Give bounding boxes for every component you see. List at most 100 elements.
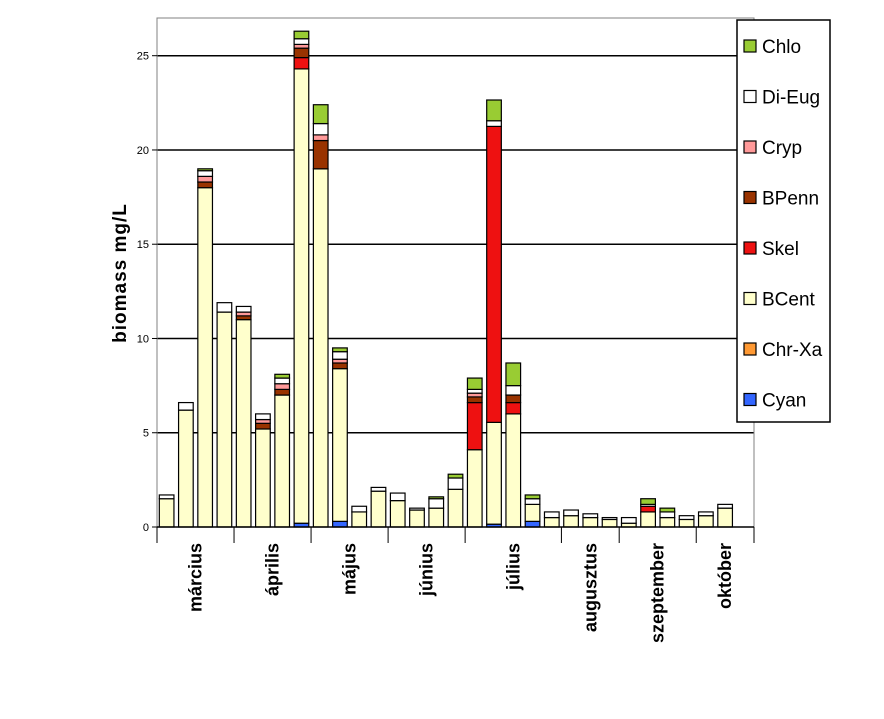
bar-segment-bpenn xyxy=(312,139,329,170)
x-month-label: május xyxy=(340,543,360,595)
bar-segment-bpenn xyxy=(505,394,522,404)
bar-segment-cyan xyxy=(524,520,541,528)
bar-segment-di-eug xyxy=(255,413,271,421)
bar-segment-di-eug xyxy=(678,515,695,521)
y-tick-label: 0 xyxy=(143,522,149,534)
bar-segment-bcent xyxy=(216,311,233,528)
legend-swatch-cryp xyxy=(743,140,757,154)
bar-segment-bcent xyxy=(197,187,214,528)
bar-segment-cyan xyxy=(332,520,348,528)
bar-segment-di-eug xyxy=(601,516,618,521)
bar-segment-di-eug xyxy=(582,513,599,519)
bar-segment-bcent xyxy=(563,515,579,528)
bar-segment-di-eug xyxy=(659,511,676,519)
bar-segment-cryp xyxy=(274,383,291,390)
bar-segment-bcent xyxy=(158,498,175,528)
y-tick-label: 25 xyxy=(137,51,149,63)
bar-segment-di-eug xyxy=(235,305,252,313)
legend-label-cryp: Cryp xyxy=(762,138,802,159)
bar-segment-bcent xyxy=(697,515,714,528)
legend-box xyxy=(736,19,831,423)
bar-segment-bpenn xyxy=(332,362,348,370)
bar-segment-di-eug xyxy=(158,494,175,500)
bar-segment-bcent xyxy=(255,428,271,528)
bar-segment-di-eug xyxy=(428,498,445,509)
legend-label-bcent: BCent xyxy=(762,290,816,311)
bar-segment-di-eug xyxy=(274,377,291,385)
bar-segment-bcent xyxy=(505,413,522,528)
bar-segment-cryp xyxy=(312,134,329,142)
x-month-label: szeptember xyxy=(648,543,668,643)
bar-segment-chlo xyxy=(312,104,329,125)
bar-segment-di-eug xyxy=(505,385,522,396)
bar-segment-di-eug xyxy=(563,509,579,517)
legend-label-chlo: Chlo xyxy=(762,37,801,58)
bar-segment-di-eug xyxy=(486,120,502,127)
bar-segment-di-eug xyxy=(717,503,734,509)
bar-segment-di-eug xyxy=(332,351,348,360)
bar-segment-bcent xyxy=(717,507,734,528)
legend-label-di-eug: Di-Eug xyxy=(762,88,820,109)
bar-segment-bcent xyxy=(293,68,310,524)
bar-segment-skel xyxy=(293,56,310,70)
bar-segment-cryp xyxy=(197,175,214,183)
bar-segment-bcent xyxy=(678,518,695,528)
bar-segment-bcent xyxy=(428,507,445,528)
bar-segment-bpenn xyxy=(255,422,271,430)
bar-segment-di-eug xyxy=(697,511,714,517)
bars xyxy=(158,30,734,528)
bar-segment-bcent xyxy=(274,394,291,528)
bar-segment-bcent xyxy=(640,511,656,528)
bar-segment-di-eug xyxy=(543,511,560,519)
bar-segment-di-eug xyxy=(389,492,406,502)
bar-segment-chlo xyxy=(524,494,541,500)
legend-swatch-bcent xyxy=(743,291,757,306)
bar-segment-chlo xyxy=(640,498,656,505)
legend-label-skel: Skel xyxy=(762,239,799,260)
legend-label-bpenn: BPenn xyxy=(762,189,819,210)
bar-segment-bcent xyxy=(659,516,676,528)
bar-segment-chlo xyxy=(486,99,502,122)
bar-segment-skel xyxy=(466,401,483,451)
bar-segment-bpenn xyxy=(466,396,483,404)
x-month-label: március xyxy=(186,543,206,612)
bar-segment-di-eug xyxy=(524,498,541,505)
bar-segment-bpenn xyxy=(293,47,310,59)
legend-swatch-skel xyxy=(743,241,757,255)
bar-segment-bcent xyxy=(601,518,618,528)
y-tick-label: 15 xyxy=(137,239,149,251)
x-month-label: október xyxy=(715,543,735,609)
bar-segment-skel xyxy=(640,505,656,513)
bar-segment-di-eug xyxy=(447,477,464,490)
bar-segment-chlo xyxy=(197,168,214,172)
bar-segment-bcent xyxy=(370,490,387,528)
bar-segment-di-eug xyxy=(312,122,329,136)
y-tick-label: 10 xyxy=(137,333,149,345)
bar-segment-bcent xyxy=(351,511,368,528)
bar-segment-di-eug xyxy=(216,302,233,313)
legend-label-cyan: Cyan xyxy=(762,391,806,412)
bar-segment-chlo xyxy=(659,507,676,513)
bar-segment-bcent xyxy=(466,449,483,528)
x-month-label: július xyxy=(503,543,523,591)
bar-segment-bcent xyxy=(312,168,329,528)
bar-segment-chlo xyxy=(428,496,445,500)
legend-swatch-chlo xyxy=(743,39,757,53)
bar-segment-bcent xyxy=(177,409,194,528)
bar-segment-bpenn xyxy=(197,181,214,189)
bar-segment-di-eug xyxy=(409,507,425,511)
bar-segment-di-eug xyxy=(177,401,194,411)
bar-segment-di-eug xyxy=(293,38,310,45)
bar-segment-chlo xyxy=(447,473,464,479)
bar-segment-skel xyxy=(505,401,522,415)
bar-segment-chlo xyxy=(274,373,291,379)
x-month-label: április xyxy=(263,543,283,596)
bar-segment-di-eug xyxy=(620,516,637,524)
bar-segment-chlo xyxy=(293,30,310,40)
legend: Chlo Di-Eug Cryp BPenn Skel BCent Chr-Xa Cyan xyxy=(736,19,831,423)
bar-segment-chlo xyxy=(332,347,348,353)
bar-segment-di-eug xyxy=(197,170,214,177)
bar-segment-chlo xyxy=(466,377,483,390)
bar-segment-bcent xyxy=(389,500,406,528)
